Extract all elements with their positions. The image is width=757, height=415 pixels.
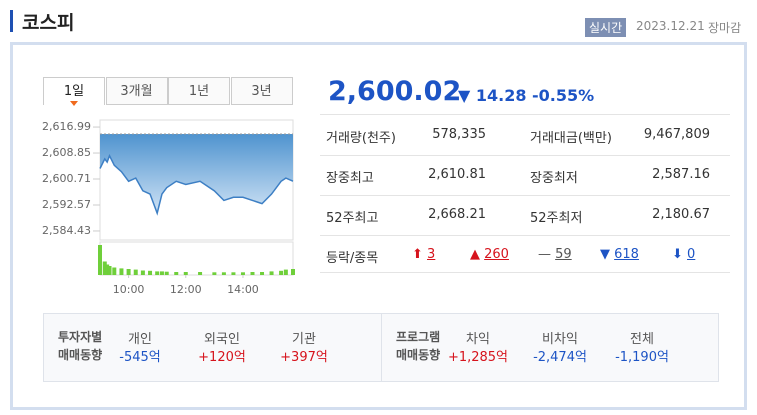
volume-bar xyxy=(105,264,110,275)
stat-label: 장중최고 xyxy=(326,171,374,186)
volume-bar xyxy=(240,272,245,275)
flow-label: 비차익 xyxy=(542,332,578,347)
volume-bar xyxy=(221,272,226,275)
title-bar xyxy=(10,10,13,32)
volume-bar xyxy=(112,267,117,275)
x-tick-label: 10:00 xyxy=(113,283,145,296)
flow-value: +397억 xyxy=(280,350,328,365)
flow-value: -2,474억 xyxy=(533,350,587,365)
divider xyxy=(320,272,730,273)
title: 코스피 xyxy=(22,12,75,34)
badge: 실시간 xyxy=(585,18,627,37)
flat[interactable]: — 59 xyxy=(538,247,572,262)
stat-label: 장중최저 xyxy=(530,171,578,186)
x-tick-label: 12:00 xyxy=(170,283,202,296)
x-tick-label: 14:00 xyxy=(227,283,259,296)
flow-label: 외국인 xyxy=(204,332,240,347)
flow-label: 전체 xyxy=(630,332,654,347)
volume-bar xyxy=(119,268,124,275)
volume-bar xyxy=(107,266,112,275)
flow-value: +120억 xyxy=(198,350,246,365)
flat-count[interactable]: 59 xyxy=(555,247,572,262)
stat-row: 52주최고 2,668.21 52주최저 2,180.67 xyxy=(320,195,730,236)
tab[interactable]: 3개월 xyxy=(105,77,168,105)
volume-bar xyxy=(174,272,179,275)
flow-label: 기관 xyxy=(292,332,316,347)
volume-bar xyxy=(102,261,107,275)
stat-value: 9,467,809 xyxy=(643,127,710,142)
rate: -0.55% xyxy=(532,86,595,105)
up-count[interactable]: 260 xyxy=(484,247,509,262)
upper[interactable]: ⬆ 3 xyxy=(412,247,436,262)
panel xyxy=(10,42,747,410)
volume-bar xyxy=(291,269,295,275)
stat-value: 2,668.21 xyxy=(428,207,486,222)
breadth-label: 등락/종목 xyxy=(326,251,379,266)
flow-value: +1,285억 xyxy=(447,350,509,365)
flow-title: 매매동향 xyxy=(58,348,103,362)
area xyxy=(100,134,293,214)
y-tick-label: 2,608.85 xyxy=(42,146,91,159)
flow-label: 개인 xyxy=(128,332,152,347)
y-tick-label: 2,592.57 xyxy=(42,198,91,211)
up[interactable]: ▲ 260 xyxy=(470,247,509,262)
stat-value: 2,587.16 xyxy=(652,167,710,182)
flow-label: 차익 xyxy=(466,332,490,347)
volume-bar xyxy=(183,272,188,275)
down[interactable]: ▼ 618 xyxy=(600,247,639,262)
volume-bar xyxy=(148,270,153,275)
volume-bar xyxy=(269,271,274,275)
lower-count[interactable]: 0 xyxy=(687,247,696,262)
volume-bar xyxy=(283,269,288,275)
volume-bar xyxy=(159,271,164,275)
stat-row: 거래량(천주) 578,335 거래대금(백만) 9,467,809 xyxy=(320,115,730,156)
line xyxy=(99,153,294,216)
y-tick-label: 2,584.43 xyxy=(42,224,91,237)
flow-value: -545억 xyxy=(119,350,161,365)
stat-value: 2,610.81 xyxy=(428,167,486,182)
stat-label: 52주최저 xyxy=(530,211,583,226)
tab[interactable]: 1일 xyxy=(43,77,105,105)
change-value: 14.28 xyxy=(475,86,527,105)
volume-bar xyxy=(231,272,236,275)
volume-bar xyxy=(126,269,131,275)
volume-bar xyxy=(133,269,138,275)
flow-value: -1,190억 xyxy=(615,350,669,365)
volume-bar xyxy=(198,272,203,275)
tab-marker xyxy=(70,101,78,106)
volume-bar xyxy=(98,245,102,275)
flow-title: 매매동향 xyxy=(396,348,441,362)
stat-label: 거래량(천주) xyxy=(326,131,396,146)
volume-bar xyxy=(140,270,145,275)
breadth: 등락/종목 ⬆ 3 ▲ 260 — 59 ▼ 618 ⬇ 0 xyxy=(320,235,730,275)
flow-divider xyxy=(381,313,382,382)
y-tick-label: 2,616.99 xyxy=(42,120,91,133)
volume-bar xyxy=(279,270,284,275)
date: 2023.12.21 xyxy=(636,19,705,33)
stat-value: 2,180.67 xyxy=(652,207,710,222)
upper-count[interactable]: 3 xyxy=(427,247,436,262)
chart: 2,616.99 2,608.85 2,600.71 2,592.57 2,584.43… xyxy=(42,119,295,296)
down-count[interactable]: 618 xyxy=(614,247,639,262)
stat-value: 578,335 xyxy=(432,127,486,142)
flow-title: 프로그램 xyxy=(396,330,441,344)
status: 장마감 xyxy=(708,21,742,35)
volume-bar xyxy=(155,271,160,275)
volume-bar xyxy=(212,272,217,275)
tab[interactable]: 3년 xyxy=(230,77,293,105)
divider xyxy=(320,114,730,115)
price: 2,600.02 xyxy=(328,76,462,107)
flow-title: 투자자별 xyxy=(58,330,103,344)
change: ▼ 14.28 xyxy=(458,86,527,105)
lower[interactable]: ⬇ 0 xyxy=(672,247,696,262)
tab[interactable]: 1년 xyxy=(168,77,230,105)
volume-bar xyxy=(164,271,169,275)
stat-label: 52주최고 xyxy=(326,211,379,226)
y-tick-label: 2,600.71 xyxy=(42,172,91,185)
volume-bar xyxy=(250,272,255,275)
volume-bar xyxy=(260,272,265,275)
stat-label: 거래대금(백만) xyxy=(530,131,612,146)
stat-row: 장중최고 2,610.81 장중최저 2,587.16 xyxy=(320,155,730,196)
